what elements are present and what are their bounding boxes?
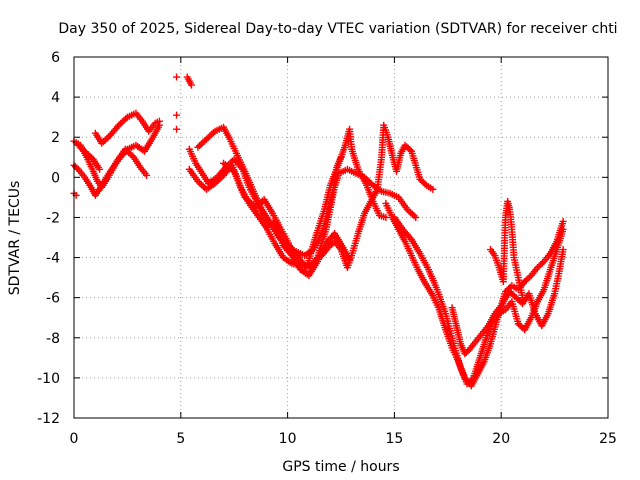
y-tick-label: -8 <box>46 331 60 347</box>
x-tick-label: 25 <box>599 431 617 447</box>
plot-frame <box>73 56 609 419</box>
data-point-marker <box>199 138 207 146</box>
series-track <box>318 121 437 272</box>
data-point-marker <box>429 185 437 193</box>
x-tick-label: 5 <box>176 431 185 447</box>
data-point-marker <box>410 212 418 220</box>
data-point-marker <box>406 146 414 154</box>
y-tick-label: -6 <box>46 291 60 307</box>
data-point-marker <box>421 180 429 188</box>
data-point-marker <box>173 73 181 81</box>
data-layer <box>70 73 567 390</box>
y-tick-label: 0 <box>51 170 60 186</box>
x-tick-label: 20 <box>492 431 510 447</box>
data-point-marker <box>88 154 96 162</box>
y-axis-label: SDTVAR / TECUs <box>7 181 23 296</box>
series-track <box>390 213 567 388</box>
data-point-marker <box>559 217 567 225</box>
data-point-marker <box>103 134 111 142</box>
series-track <box>70 137 151 191</box>
chart-title: Day 350 of 2025, Sidereal Day-to-day VTE… <box>58 21 617 37</box>
data-point-marker <box>187 81 195 89</box>
data-point-marker <box>155 117 163 125</box>
data-point-marker <box>407 209 415 217</box>
data-point-marker <box>173 111 181 119</box>
data-point-marker <box>519 294 527 302</box>
y-tick-label: 2 <box>51 130 60 146</box>
data-point-marker <box>526 273 534 281</box>
x-tick-label: 15 <box>385 431 403 447</box>
x-tick-label: 0 <box>70 431 79 447</box>
data-point-marker <box>412 213 420 221</box>
data-point-marker <box>559 246 567 254</box>
data-point-marker <box>96 165 104 173</box>
series-track <box>487 197 527 302</box>
data-point-marker <box>408 210 416 218</box>
y-tick-label: -4 <box>46 251 60 267</box>
data-point-marker <box>118 118 126 126</box>
series-track <box>448 217 567 358</box>
data-point-marker <box>143 171 151 179</box>
series-track <box>183 73 195 89</box>
y-tick-label: -10 <box>37 371 60 387</box>
data-point-marker <box>202 135 210 143</box>
data-point-marker <box>173 125 181 133</box>
y-tick-label: -12 <box>37 411 60 427</box>
data-point-marker <box>197 181 205 189</box>
data-point-marker <box>468 375 476 383</box>
tick-layer: 0 5 10 15 20 25 -12 -10 -8 -6 -4 -2 0 2 4 6 <box>37 50 617 447</box>
series-track <box>220 125 390 272</box>
data-point-marker <box>196 142 204 150</box>
data-point-marker <box>538 259 546 267</box>
data-point-marker <box>201 137 209 145</box>
data-point-marker <box>194 143 202 151</box>
series-track <box>194 123 420 260</box>
y-tick-label: 6 <box>51 50 60 66</box>
grid-layer <box>74 57 608 418</box>
y-tick-label: -2 <box>46 210 60 226</box>
x-tick-label: 10 <box>279 431 297 447</box>
data-point-marker <box>206 132 214 140</box>
series-track <box>74 141 104 173</box>
data-point-marker <box>382 213 390 221</box>
series-track <box>185 161 354 280</box>
data-point-marker <box>197 140 205 148</box>
y-tick-label: 4 <box>51 90 60 106</box>
data-point-marker <box>120 116 128 124</box>
data-point-marker <box>204 134 212 142</box>
series-track <box>91 109 163 147</box>
x-axis-label: GPS time / hours <box>282 459 399 475</box>
